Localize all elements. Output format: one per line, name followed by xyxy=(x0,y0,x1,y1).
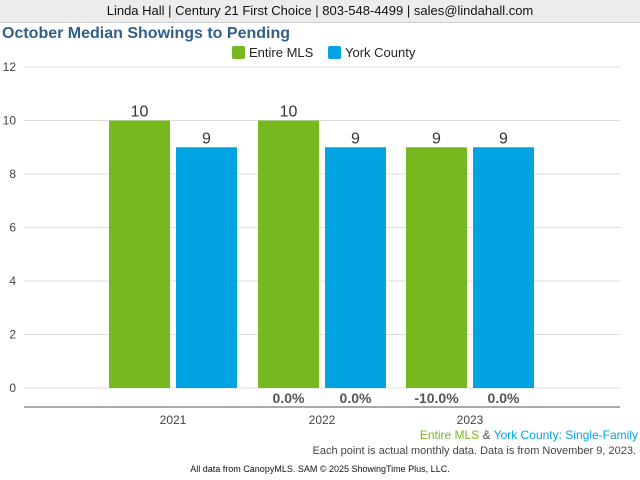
caption-property-type: : Single-Family xyxy=(558,428,638,442)
bar-value-label: 10 xyxy=(280,104,298,121)
legend-swatch-york-county xyxy=(328,46,341,59)
bar xyxy=(406,147,467,388)
y-tick-label: 4 xyxy=(9,274,16,288)
bar-value-label: 9 xyxy=(202,130,211,147)
contact-header-bar: Linda Hall | Century 21 First Choice | 8… xyxy=(0,0,640,23)
y-tick-label: 0 xyxy=(9,381,16,395)
caption-entire-mls: Entire MLS xyxy=(419,428,480,442)
bar-change-label: 0.0% xyxy=(488,390,520,406)
bar-change-label: -10.0% xyxy=(414,390,459,406)
bar-chart: 0 2 4 6 8 10 12 10 9 2021 10 0.0% 9 0.0% 2022 9 -10.0% 9 0… xyxy=(3,60,620,427)
legend-item-york-county: York County xyxy=(328,45,415,60)
y-tick-label: 12 xyxy=(3,60,17,74)
series-caption: Entire MLS & York County: Single-Family xyxy=(420,428,638,442)
bar xyxy=(258,120,319,388)
bar-value-label: 10 xyxy=(131,104,149,121)
bar xyxy=(473,147,534,388)
bar-value-label: 9 xyxy=(499,130,508,147)
caption-join: & xyxy=(479,428,494,442)
x-tick-label: 2022 xyxy=(309,413,336,427)
bar-value-label: 9 xyxy=(351,130,360,147)
bar-change-label: 0.0% xyxy=(273,390,305,406)
x-tick-label: 2023 xyxy=(457,413,484,427)
contact-text: Linda Hall | Century 21 First Choice | 8… xyxy=(106,3,534,18)
y-tick-label: 10 xyxy=(3,114,17,128)
bar xyxy=(176,147,237,388)
legend-item-entire-mls: Entire MLS xyxy=(232,45,313,60)
bar xyxy=(109,120,170,388)
data-note: Each point is actual monthly data. Data … xyxy=(312,445,636,457)
legend-swatch-entire-mls xyxy=(232,46,245,59)
y-tick-label: 8 xyxy=(9,167,16,181)
legend-label-entire-mls: Entire MLS xyxy=(249,45,314,60)
bar-change-label: 0.0% xyxy=(340,390,372,406)
bar-value-label: 9 xyxy=(432,130,441,147)
y-tick-label: 2 xyxy=(9,328,16,342)
legend-label-york-county: York County xyxy=(345,45,416,60)
bar xyxy=(325,147,386,388)
chart-title: October Median Showings to Pending xyxy=(2,25,291,42)
chart-legend: Entire MLS York County xyxy=(0,45,640,63)
y-tick-label: 6 xyxy=(9,221,16,235)
caption-york-county: York County xyxy=(493,428,559,442)
data-credit: All data from CanopyMLS. SAM © 2025 Show… xyxy=(190,464,450,474)
x-tick-label: 2021 xyxy=(160,413,187,427)
